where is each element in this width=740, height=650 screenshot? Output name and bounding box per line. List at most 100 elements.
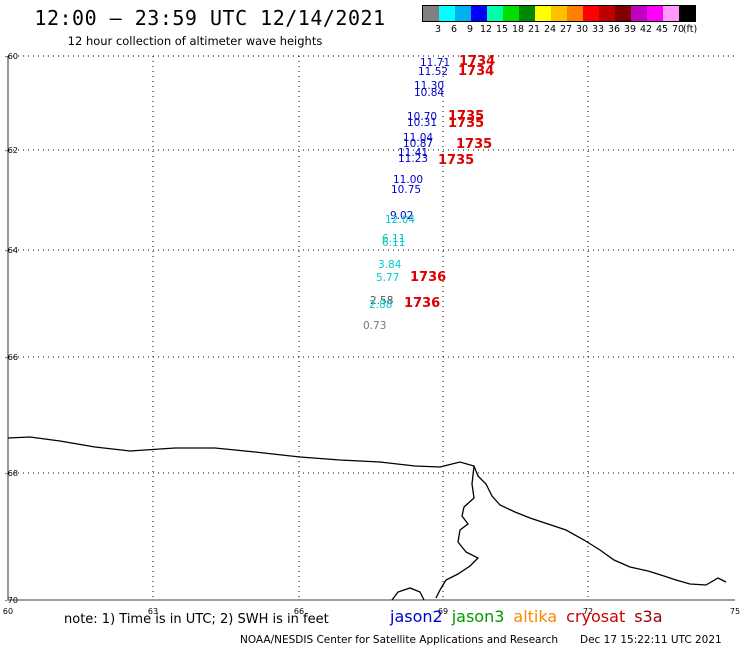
color-swatch: [439, 6, 455, 21]
pass-time-label: 1734: [459, 54, 495, 69]
latitude-label: -68: [5, 469, 18, 478]
color-swatch: [471, 6, 487, 21]
map-grid: [8, 55, 735, 600]
wave-height-value: 10.87: [403, 138, 433, 150]
wave-height-value: 11.04: [403, 132, 433, 144]
wave-height-value: 11.00: [393, 174, 423, 186]
color-scale-label: 21: [527, 24, 541, 35]
wave-height-value: 5.77: [376, 272, 399, 284]
units-note: note: 1) Time is in UTC; 2) SWH is in fe…: [64, 612, 329, 627]
color-swatch: [487, 6, 503, 21]
antarctic-coastline: [7, 436, 727, 586]
color-scale-label: 9: [466, 24, 474, 35]
color-swatch: [503, 6, 519, 21]
satellite-legend: jason2 jason3 altika cryosat s3a: [390, 607, 672, 626]
map-title: 12:00 – 23:59 UTC 12/14/2021: [34, 6, 386, 30]
latitude-label: -70: [5, 596, 18, 605]
color-scale-label: 12: [479, 24, 493, 35]
latitude-label: -64: [5, 246, 18, 255]
color-swatch: [519, 6, 535, 21]
color-scale-label: 42: [639, 24, 653, 35]
wave-height-value: 2.58: [370, 295, 393, 307]
satellite-legend-item: altika: [513, 607, 558, 626]
color-scale-labels: 3 6 9 12 15 18 21 24 27 30 33 36 39 42 45 70 (ft): [422, 22, 698, 36]
color-swatch: [599, 6, 615, 21]
wave-height-value: 11.52: [418, 66, 448, 78]
wave-height-value: 10.70: [407, 111, 437, 123]
wave-height-value: 0.73: [363, 320, 386, 332]
wave-height-value: 11.23: [398, 153, 428, 165]
longitude-label: 75: [730, 607, 740, 616]
longitude-labels: 60 63 66 69 72 75: [3, 607, 740, 616]
color-scale-label: 27: [559, 24, 573, 35]
color-scale-label: 36: [607, 24, 621, 35]
color-swatch: [583, 6, 599, 21]
color-scale-legend: 3 6 9 12 15 18 21 24 27 30 33 36 39 42 45 70 (ft): [422, 5, 698, 36]
color-swatch: [631, 6, 647, 21]
wave-height-value: 9.02: [390, 210, 413, 222]
latitude-labels: -60 -62 -64 -66 -68 -70: [5, 52, 18, 605]
color-scale-label: 45: [655, 24, 669, 35]
color-scale-label: 3: [434, 24, 442, 35]
map-frame: [7, 56, 735, 601]
color-swatch: [535, 6, 551, 21]
satellite-legend-item: cryosat: [566, 607, 626, 626]
wave-height-value: 6.11: [382, 233, 405, 245]
wave-height-value: 10.31: [407, 117, 437, 129]
longitude-label: 63: [148, 607, 158, 616]
latitude-label: -62: [5, 146, 18, 155]
pass-time-label: 1735: [438, 153, 474, 168]
pass-time-label: 1735: [456, 137, 492, 152]
color-swatch: [615, 6, 631, 21]
color-scale-label: 6: [450, 24, 458, 35]
color-scale-label: 39: [623, 24, 637, 35]
credit-text: NOAA/NESDIS Center for Satellite Applica…: [240, 634, 558, 646]
color-scale-label: 18: [511, 24, 525, 35]
color-scale-label: (ft): [682, 24, 698, 35]
wave-height-value: 11.30: [414, 80, 444, 92]
color-swatch: [647, 6, 663, 21]
pass-time-label: 1736: [410, 270, 446, 285]
pass-time-label: 1735: [448, 116, 484, 131]
satellite-legend-item: jason3: [451, 607, 505, 626]
color-scale-label: 70: [671, 24, 685, 35]
wave-height-value: 6.11: [382, 237, 405, 249]
color-scale-label: 33: [591, 24, 605, 35]
longitude-label: 72: [583, 607, 593, 616]
lower-coastline: [391, 587, 425, 601]
longitude-label: 60: [3, 607, 13, 616]
latitude-label: -66: [5, 353, 18, 362]
color-swatch: [567, 6, 583, 21]
wave-height-value: 10.84: [414, 87, 444, 99]
generated-timestamp: Dec 17 15:22:11 UTC 2021: [580, 634, 722, 646]
longitude-label: 66: [294, 607, 304, 616]
color-swatch: [423, 6, 439, 21]
color-swatch: [551, 6, 567, 21]
color-swatch: [455, 6, 471, 21]
color-scale-label: 24: [543, 24, 557, 35]
color-swatch: [663, 6, 679, 21]
latitude-label: -60: [5, 52, 18, 61]
satellite-legend-item: jason2: [390, 607, 443, 626]
color-scale-label: 15: [495, 24, 509, 35]
wave-height-value: 11.71: [420, 57, 450, 69]
wave-height-value: 10.75: [391, 184, 421, 196]
pass-time-label: 1734: [458, 64, 494, 79]
pass-time-label: 1736: [404, 296, 440, 311]
pass-time-label: 1735: [448, 109, 484, 124]
inlet-coastline: [435, 465, 480, 599]
color-scale-label: 30: [575, 24, 589, 35]
map-subtitle: 12 hour collection of altimeter wave hei…: [67, 34, 323, 48]
satellite-legend-item: s3a: [634, 607, 663, 626]
wave-height-value: 11.41: [398, 147, 428, 159]
coastline: [7, 436, 727, 601]
color-swatch: [679, 6, 695, 21]
longitude-label: 69: [438, 607, 448, 616]
wave-height-value: 3.84: [378, 259, 402, 271]
wave-height-value: 12.04: [385, 214, 415, 226]
wave-height-value: 2.88: [369, 299, 392, 311]
color-scale-swatches: [422, 5, 696, 22]
